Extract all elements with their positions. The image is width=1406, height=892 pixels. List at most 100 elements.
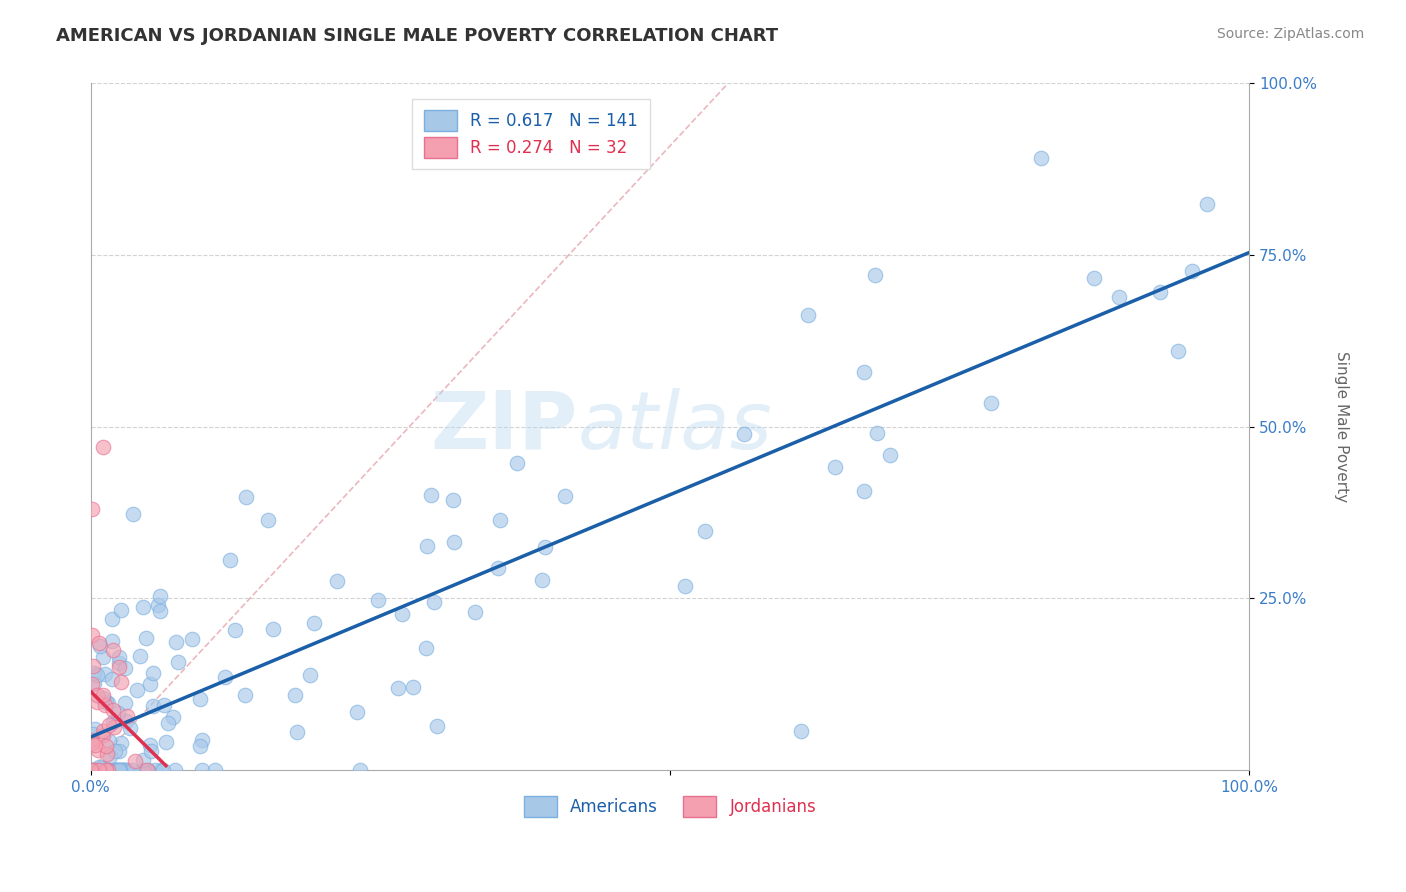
Point bbox=[1029, 151, 1052, 165]
Point bbox=[673, 579, 696, 593]
Point bbox=[256, 513, 278, 527]
Point bbox=[90, 761, 112, 775]
Point bbox=[302, 615, 325, 630]
Point bbox=[96, 763, 118, 777]
Point bbox=[80, 763, 103, 777]
Point bbox=[415, 641, 437, 656]
Point bbox=[218, 553, 240, 567]
Point bbox=[426, 719, 449, 733]
Point bbox=[91, 688, 114, 702]
Point bbox=[114, 763, 136, 777]
Point bbox=[131, 763, 153, 777]
Point bbox=[733, 426, 755, 441]
Point bbox=[298, 668, 321, 682]
Point bbox=[111, 763, 134, 777]
Point bbox=[139, 738, 162, 752]
Point bbox=[853, 484, 876, 499]
Point bbox=[94, 763, 117, 777]
Point bbox=[233, 688, 256, 702]
Point bbox=[107, 763, 129, 777]
Point bbox=[367, 592, 389, 607]
Point bbox=[167, 655, 190, 669]
Point bbox=[80, 502, 103, 516]
Point bbox=[188, 739, 211, 754]
Point bbox=[107, 706, 129, 720]
Point bbox=[149, 604, 172, 618]
Point bbox=[214, 670, 236, 684]
Point bbox=[107, 657, 129, 671]
Point bbox=[91, 650, 114, 665]
Point bbox=[326, 574, 349, 588]
Point bbox=[349, 763, 371, 777]
Point bbox=[108, 763, 131, 777]
Point bbox=[136, 763, 159, 777]
Point bbox=[1083, 271, 1105, 285]
Point bbox=[105, 763, 128, 777]
Point bbox=[152, 763, 174, 777]
Point bbox=[108, 650, 131, 665]
Point bbox=[101, 703, 124, 717]
Point bbox=[1167, 343, 1189, 358]
Point bbox=[204, 763, 226, 777]
Point bbox=[107, 660, 129, 674]
Point bbox=[98, 718, 121, 732]
Point bbox=[115, 709, 138, 723]
Point bbox=[148, 598, 170, 612]
Point bbox=[180, 632, 202, 646]
Point bbox=[82, 736, 104, 750]
Point bbox=[122, 507, 145, 521]
Point bbox=[108, 744, 131, 758]
Point bbox=[80, 763, 103, 777]
Point bbox=[82, 658, 104, 673]
Point bbox=[1108, 290, 1130, 304]
Point bbox=[863, 268, 886, 282]
Point bbox=[94, 698, 117, 712]
Point bbox=[110, 736, 132, 750]
Point bbox=[110, 675, 132, 690]
Point bbox=[84, 739, 107, 753]
Point bbox=[156, 715, 179, 730]
Point bbox=[82, 676, 104, 690]
Point bbox=[1197, 197, 1219, 211]
Legend: Americans, Jordanians: Americans, Jordanians bbox=[517, 789, 823, 823]
Point bbox=[1149, 285, 1171, 299]
Point bbox=[115, 714, 138, 728]
Point bbox=[83, 666, 105, 681]
Point bbox=[138, 677, 160, 691]
Point bbox=[235, 490, 257, 504]
Point bbox=[110, 763, 132, 777]
Point bbox=[104, 744, 127, 758]
Point bbox=[464, 605, 486, 619]
Point bbox=[135, 763, 157, 777]
Point bbox=[155, 735, 177, 749]
Point bbox=[402, 680, 425, 694]
Point bbox=[100, 612, 122, 626]
Point bbox=[82, 727, 104, 741]
Point bbox=[531, 573, 554, 587]
Point bbox=[149, 590, 172, 604]
Point bbox=[91, 691, 114, 706]
Point bbox=[441, 493, 464, 508]
Text: AMERICAN VS JORDANIAN SINGLE MALE POVERTY CORRELATION CHART: AMERICAN VS JORDANIAN SINGLE MALE POVERT… bbox=[56, 27, 779, 45]
Y-axis label: Single Male Poverty: Single Male Poverty bbox=[1334, 351, 1348, 502]
Point bbox=[105, 763, 128, 777]
Text: Source: ZipAtlas.com: Source: ZipAtlas.com bbox=[1216, 27, 1364, 41]
Point bbox=[103, 643, 125, 657]
Point bbox=[108, 763, 131, 777]
Point bbox=[80, 732, 103, 747]
Point bbox=[111, 763, 134, 777]
Point bbox=[94, 695, 117, 709]
Point bbox=[387, 681, 409, 696]
Point bbox=[488, 513, 510, 527]
Point bbox=[420, 488, 443, 502]
Point bbox=[98, 749, 121, 764]
Point bbox=[96, 747, 118, 762]
Point bbox=[83, 763, 105, 777]
Point bbox=[866, 425, 889, 440]
Point bbox=[117, 763, 139, 777]
Point bbox=[101, 672, 124, 686]
Point bbox=[110, 603, 132, 617]
Point bbox=[165, 635, 187, 649]
Point bbox=[114, 696, 136, 710]
Point bbox=[693, 524, 716, 539]
